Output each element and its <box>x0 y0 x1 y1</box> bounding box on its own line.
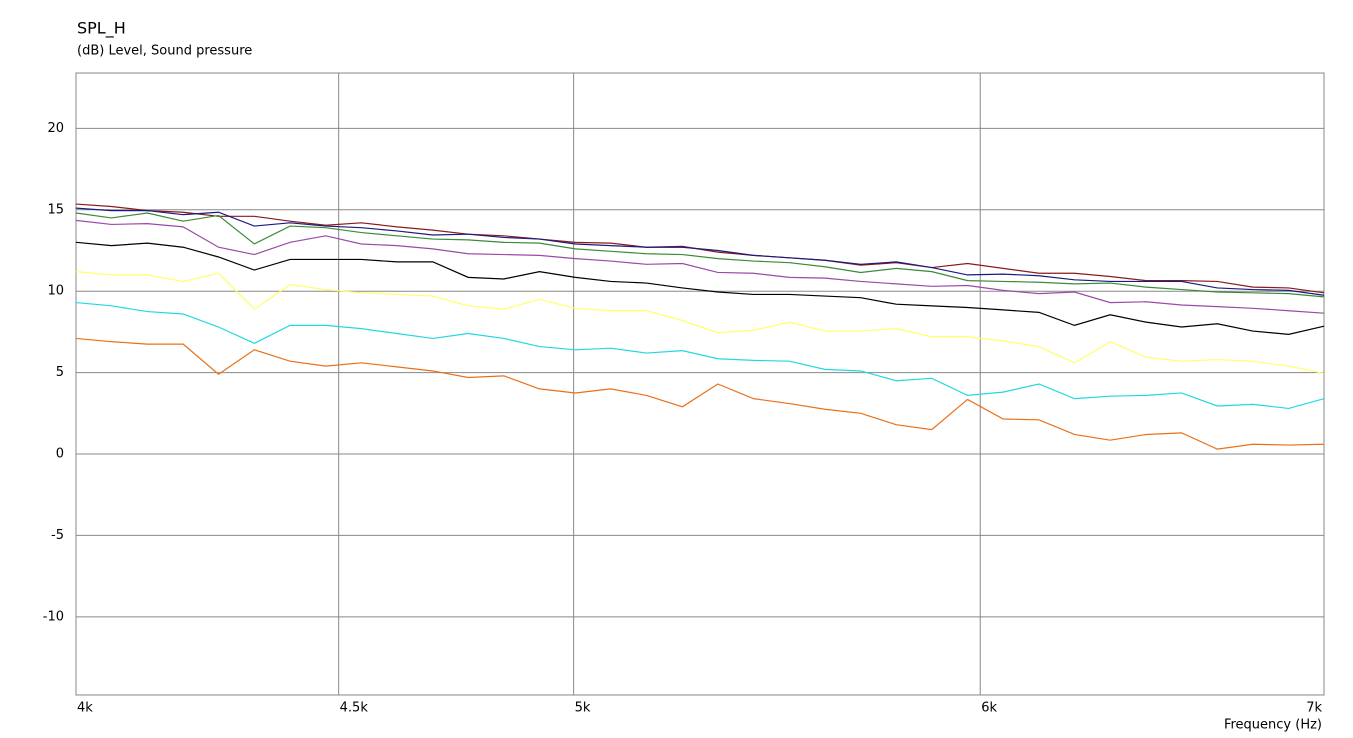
data-line <box>75 271 1325 375</box>
data-line <box>75 241 1325 335</box>
data-line <box>75 207 1325 296</box>
data-line <box>75 301 1325 410</box>
y-tick-label: -10 <box>43 609 64 624</box>
plot-area <box>75 72 1325 696</box>
data-line <box>75 212 1325 298</box>
y-tick-label: 0 <box>56 447 64 462</box>
y-tick-label: 5 <box>56 365 64 380</box>
x-tick-label: 5k <box>575 701 591 716</box>
y-tick-label: 15 <box>47 202 64 217</box>
x-tick-label: 6k <box>981 701 997 716</box>
y-tick-label: -5 <box>51 528 64 543</box>
y-tick-label: 20 <box>47 121 64 136</box>
y-axis-label: (dB) Level, Sound pressure <box>77 44 252 59</box>
chart-title: SPL_H <box>77 19 126 39</box>
x-tick-label: 4k <box>77 701 93 716</box>
x-axis-label: Frequency (Hz) <box>1224 718 1322 733</box>
data-line <box>75 337 1325 450</box>
data-line <box>75 219 1325 314</box>
x-tick-label: 4.5k <box>340 701 369 716</box>
x-tick-label: 7k <box>1306 701 1322 716</box>
y-tick-label: 10 <box>47 284 64 299</box>
